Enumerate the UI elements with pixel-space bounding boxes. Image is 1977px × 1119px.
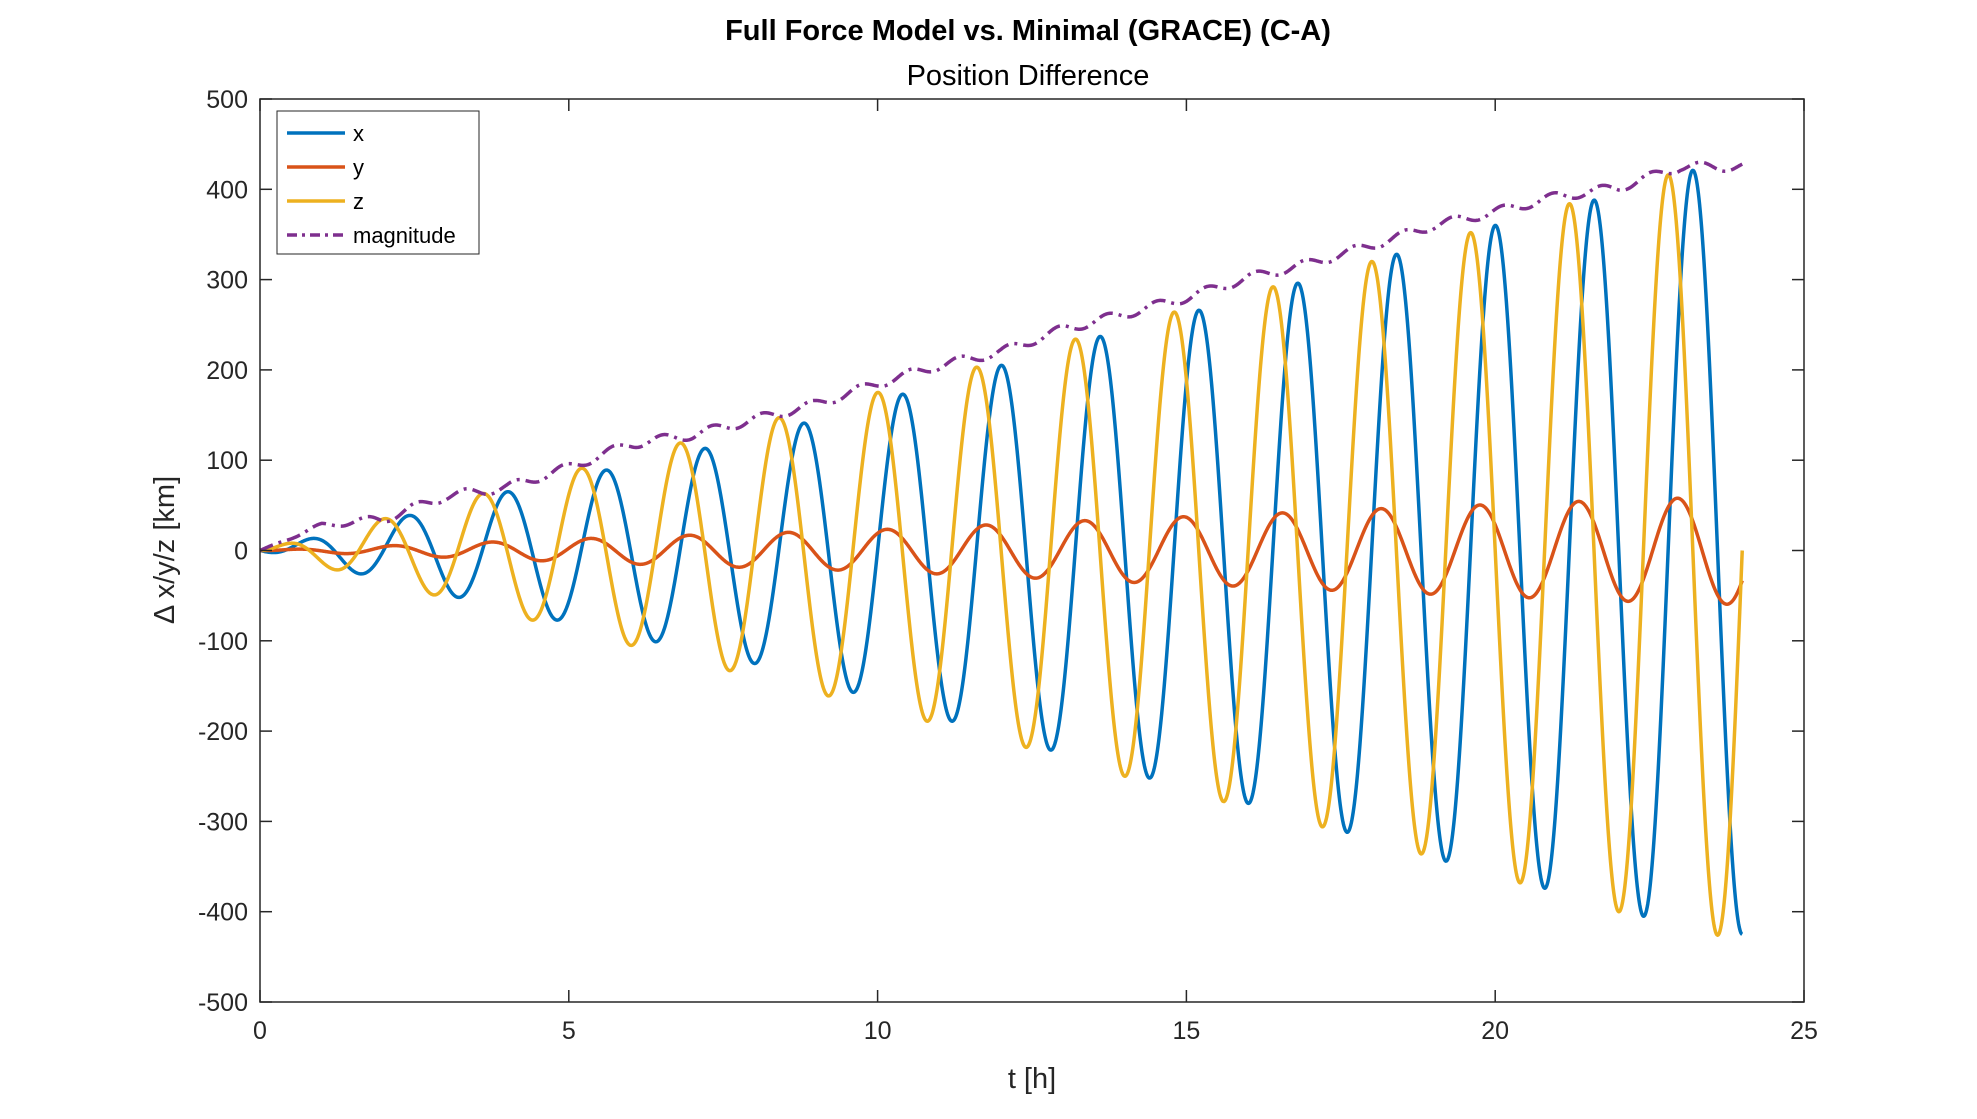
x-tick-label: 20 <box>1481 1017 1509 1045</box>
y-tick-label: 400 <box>206 176 248 204</box>
chart-legend: xyz magnitude <box>276 110 480 255</box>
legend-label-x: x <box>353 121 364 146</box>
legend-label-y: y <box>353 155 364 180</box>
chart-title: Full Force Model vs. Minimal (GRACE) (C-… <box>725 15 1331 47</box>
y-tick-label: -400 <box>198 899 248 927</box>
x-tick-label: 15 <box>1172 1017 1200 1045</box>
y-tick-label: 200 <box>206 357 248 385</box>
legend-label-magnitude: magnitude <box>353 223 456 248</box>
y-axis-ticks: -500 -400 -300 -200 -100 0 100 200 300 400 500 <box>198 86 1804 1017</box>
y-tick-label: -100 <box>198 628 248 656</box>
x-tick-label: 25 <box>1790 1017 1818 1045</box>
y-tick-label: -300 <box>198 808 248 836</box>
plot-axes-box <box>259 98 1805 1003</box>
series-line-magnitude <box>258 160 1744 553</box>
plot-lines <box>258 160 1744 937</box>
y-axis-label: Δ x/y/z [km] <box>149 476 181 624</box>
y-tick-label: 100 <box>206 447 248 475</box>
series-line-x <box>258 168 1744 936</box>
y-tick-label: -200 <box>198 718 248 746</box>
legend-label-z: z <box>353 189 364 214</box>
y-tick-label: 300 <box>206 267 248 295</box>
legend-box <box>276 110 480 255</box>
y-tick-label: 0 <box>234 538 248 566</box>
x-tick-label: 10 <box>864 1017 892 1045</box>
x-tick-label: 0 <box>253 1017 267 1045</box>
x-tick-label: 5 <box>562 1017 576 1045</box>
y-tick-label: -500 <box>198 989 248 1017</box>
x-axis-label: t [h] <box>1008 1063 1056 1095</box>
chart-subtitle: Position Difference <box>907 60 1150 92</box>
y-tick-label: 500 <box>206 86 248 114</box>
x-axis-ticks: 0 5 10 15 20 25 <box>253 99 1818 1045</box>
series-line-z <box>258 173 1744 937</box>
